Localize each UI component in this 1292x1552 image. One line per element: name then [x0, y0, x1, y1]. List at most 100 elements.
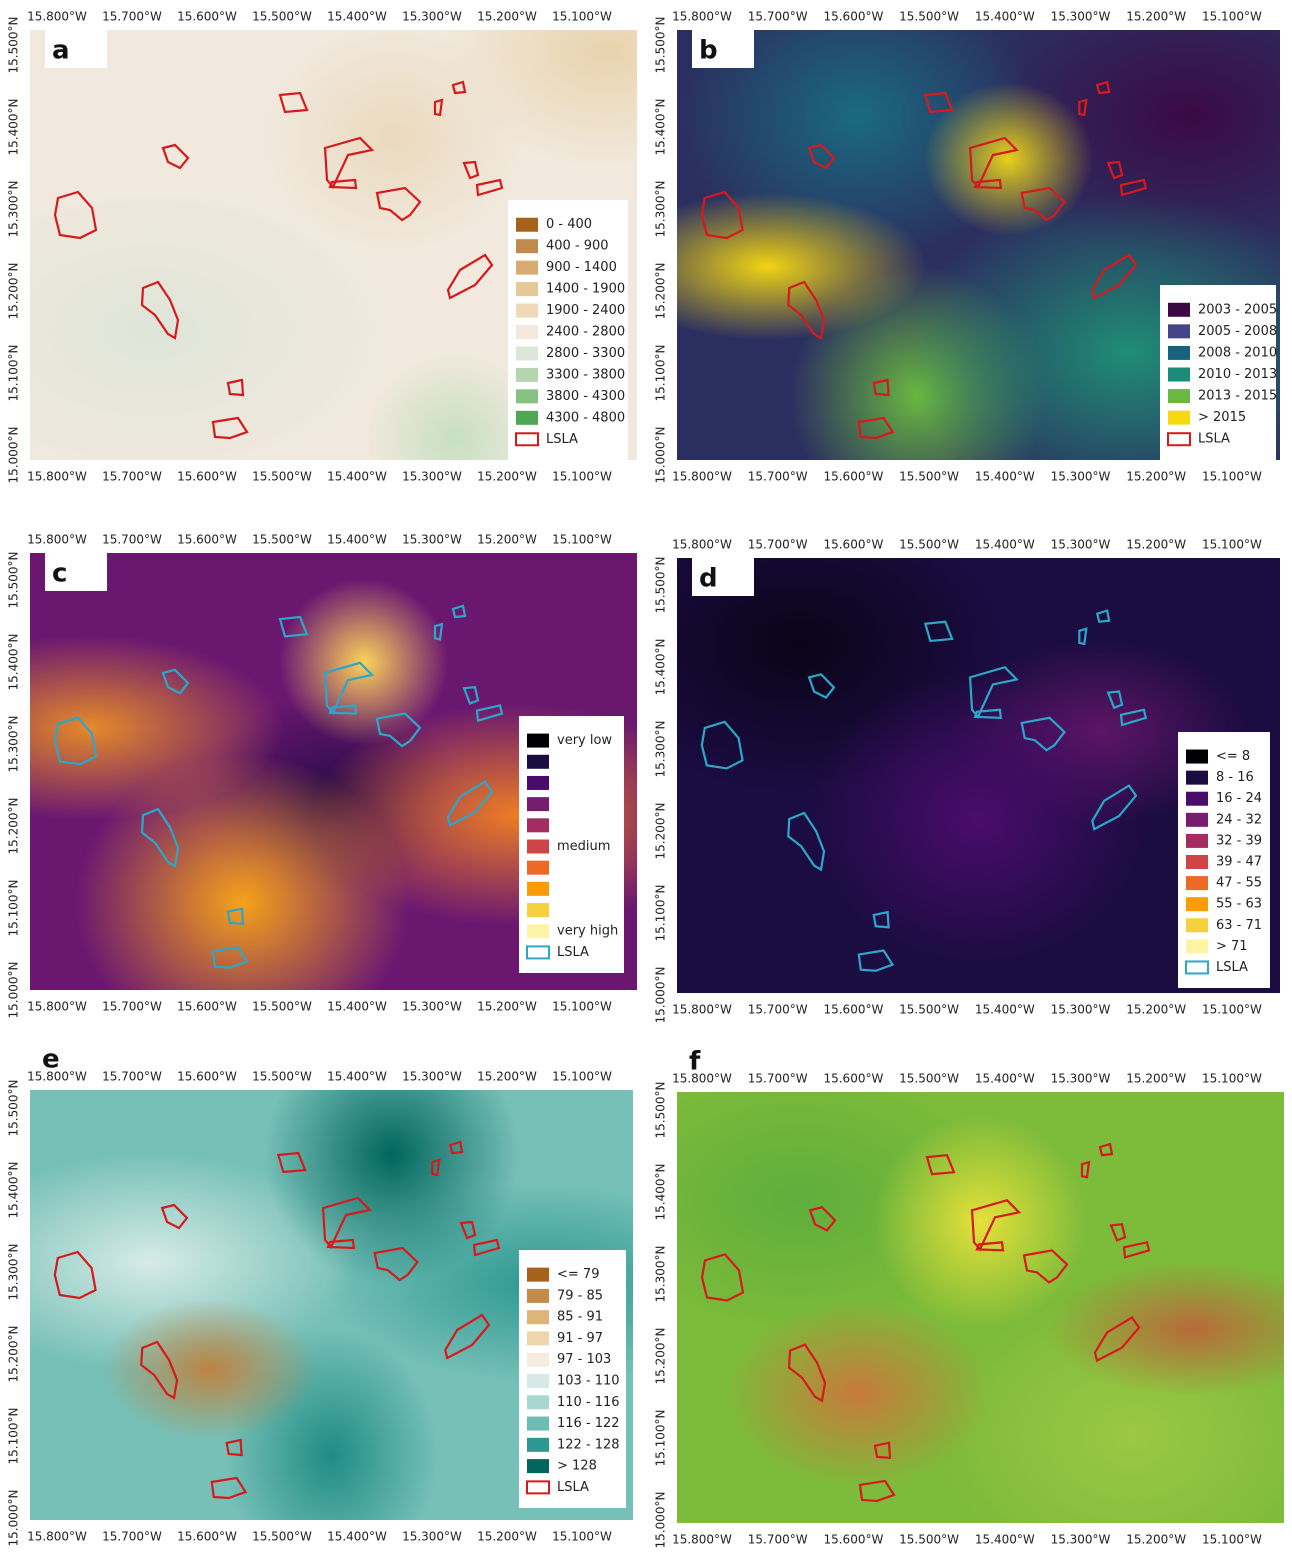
lsla-outline: [1111, 1224, 1125, 1240]
legend-label: 79 - 85: [557, 1288, 603, 1303]
lon-label: 15.500°W: [899, 1533, 959, 1547]
legend-label: > 2015: [1198, 410, 1246, 425]
lsla-outline: [228, 380, 243, 395]
lon-label: 15.500°W: [899, 470, 959, 484]
lon-label: 15.100°W: [1202, 1072, 1262, 1086]
lon-label: 15.300°W: [1051, 538, 1111, 552]
lon-label: 15.100°W: [552, 470, 612, 484]
lon-label: 15.200°W: [1126, 538, 1186, 552]
legend-swatch: [516, 411, 538, 425]
legend-swatch: [516, 218, 538, 232]
lsla-outline: [859, 951, 893, 971]
lsla-outline: [1079, 100, 1086, 115]
lsla-outline: [1108, 162, 1122, 178]
lon-label: 15.400°W: [327, 1530, 387, 1544]
lon-label: 15.700°W: [102, 533, 162, 547]
lon-label: 15.300°W: [1051, 1072, 1111, 1086]
lsla-outline: [453, 82, 465, 93]
lsla-outline: [377, 188, 420, 220]
lon-label: 15.200°W: [477, 533, 537, 547]
lsla-outline: [55, 1252, 96, 1298]
lon-label: 15.300°W: [402, 1070, 462, 1084]
lsla-outline: [432, 1160, 439, 1175]
lon-label: 15.800°W: [672, 1533, 732, 1547]
lon-label: 15.200°W: [1126, 10, 1186, 24]
legend-swatch: [527, 818, 549, 832]
lat-label: 15.100°N: [7, 1408, 21, 1465]
lsla-outline: [435, 624, 442, 639]
legend-label: 55 - 63: [1216, 897, 1262, 912]
lsla-outline: [163, 670, 188, 693]
lsla-outline: [810, 1207, 835, 1230]
legend-swatch: [527, 903, 549, 917]
lat-label: 15.400°N: [7, 99, 21, 156]
lon-label: 15.600°W: [823, 10, 883, 24]
lon-label: 15.100°W: [1202, 1533, 1262, 1547]
lon-label: 15.700°W: [102, 1530, 162, 1544]
lon-label: 15.700°W: [748, 1003, 808, 1017]
legend-swatch: [527, 924, 549, 938]
lat-label: 15.000°N: [654, 1492, 668, 1549]
lat-label: 15.200°N: [7, 1326, 21, 1383]
lsla-outline: [445, 1315, 489, 1358]
panel-letter: e: [42, 1045, 60, 1075]
legend-swatch: [1186, 918, 1208, 932]
lon-label: 15.400°W: [327, 470, 387, 484]
panel-letter: b: [699, 36, 718, 66]
legend-label: 122 - 128: [557, 1437, 620, 1452]
lsla-outline: [788, 282, 824, 338]
lon-label: 15.100°W: [1202, 10, 1262, 24]
legend-swatch: [527, 861, 549, 875]
lon-label: 15.300°W: [1051, 1003, 1111, 1017]
panel-letter: d: [699, 564, 718, 594]
lsla-outline: [875, 1443, 890, 1458]
legend-swatch: [1186, 939, 1208, 953]
lsla-outline: [789, 1345, 825, 1401]
legend-label: 16 - 24: [1216, 791, 1262, 806]
lsla-outline: [453, 606, 465, 617]
lon-label: 15.600°W: [177, 470, 237, 484]
legend-swatch: [516, 304, 538, 318]
legend-swatch: [1168, 389, 1190, 403]
legend-label: 63 - 71: [1216, 918, 1262, 933]
lat-label: 15.300°N: [7, 716, 21, 773]
legend-label: > 71: [1216, 939, 1248, 954]
lon-label: 15.400°W: [975, 10, 1035, 24]
legend-swatch: [516, 239, 538, 253]
lon-label: 15.300°W: [1051, 1533, 1111, 1547]
legend-label: 32 - 39: [1216, 833, 1262, 848]
lon-label: 15.400°W: [327, 1000, 387, 1014]
lat-label: 15.400°N: [654, 639, 668, 696]
lsla-outline: [142, 809, 178, 866]
lon-label: 15.700°W: [748, 1072, 808, 1086]
lon-label: 15.100°W: [1202, 538, 1262, 552]
legend-label: 39 - 47: [1216, 855, 1262, 870]
legend-swatch: [1168, 303, 1190, 317]
legend-label: 2003 - 2005: [1198, 302, 1277, 317]
legend-swatch: [527, 1289, 549, 1303]
figure-overlay: 15.800°W15.800°W15.700°W15.700°W15.600°W…: [0, 0, 1292, 1552]
lsla-outline: [280, 617, 307, 636]
legend-label: LSLA: [1216, 960, 1248, 975]
lon-label: 15.700°W: [748, 1533, 808, 1547]
legend-label: LSLA: [557, 945, 589, 960]
lon-label: 15.100°W: [552, 1000, 612, 1014]
legend-swatch: [1186, 855, 1208, 869]
lon-label: 15.700°W: [748, 10, 808, 24]
lat-label: 15.300°N: [654, 1246, 668, 1303]
legend-label: 3300 - 3800: [546, 367, 625, 382]
lsla-outline: [860, 1481, 894, 1501]
lsla-outline: [809, 145, 834, 168]
legend-swatch: [527, 734, 549, 748]
lat-label: 15.200°N: [654, 803, 668, 860]
legend-label: LSLA: [557, 1480, 589, 1495]
lsla-outline: [474, 1240, 499, 1255]
lon-label: 15.500°W: [252, 1000, 312, 1014]
legend-label: 91 - 97: [557, 1331, 603, 1346]
lsla-outline: [227, 1440, 242, 1455]
lat-label: 15.400°N: [654, 1164, 668, 1221]
lsla-outline: [377, 714, 420, 747]
lon-label: 15.100°W: [552, 533, 612, 547]
legend-swatch: [527, 1459, 549, 1473]
lon-label: 15.400°W: [975, 538, 1035, 552]
